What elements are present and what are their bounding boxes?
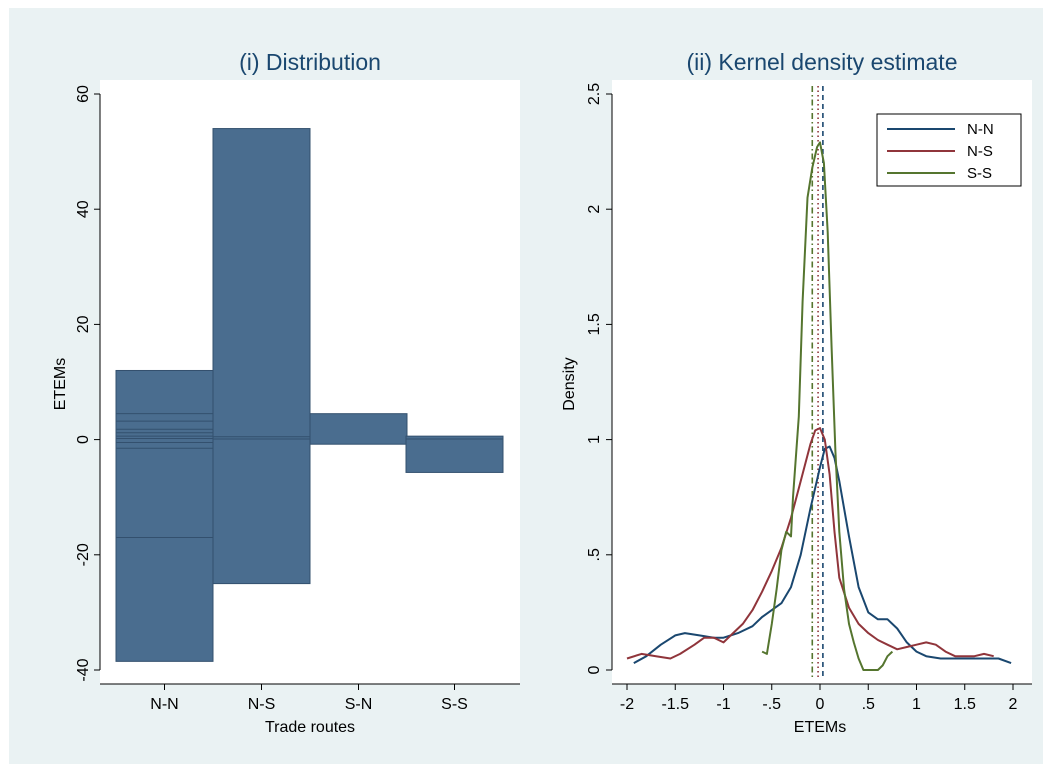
kernel-density-axes: 0 .5 1 1.5 2 2.5 -2 -1.5 -1 -.5 0 .5 1 1.5 2 xyxy=(586,83,1032,713)
kernel-density-lines xyxy=(626,86,1012,678)
y-tick-label: 1.5 xyxy=(586,313,603,335)
legend-label-n-s: N-S xyxy=(967,143,993,160)
distribution-title: (i) Distribution xyxy=(239,49,381,75)
y-tick-label: 40 xyxy=(75,200,92,218)
range-bar-n-n xyxy=(115,369,214,662)
y-tick-label: -20 xyxy=(75,543,92,566)
distribution-axes: -40 -20 0 20 40 60 N-N N-S S-N S-S xyxy=(75,85,520,713)
range-bar-n-s xyxy=(212,128,311,585)
y-tick-label: -40 xyxy=(75,658,92,681)
y-tick-label: 60 xyxy=(75,85,92,103)
y-tick-label: 0 xyxy=(586,665,603,674)
x-tick-label: .5 xyxy=(862,696,875,713)
x-tick-label: 2 xyxy=(1009,696,1018,713)
x-tick-label: S-S xyxy=(441,696,468,713)
kernel-density-legend: N-N N-S S-S xyxy=(876,113,1022,187)
y-tick-label: 0 xyxy=(75,435,92,444)
y-tick-label: 2 xyxy=(586,205,603,214)
x-tick-label: -2 xyxy=(620,696,634,713)
range-bar-s-s xyxy=(405,435,504,473)
x-tick-label: -1 xyxy=(716,696,730,713)
y-tick-label: 20 xyxy=(75,315,92,333)
distribution-bars xyxy=(115,128,504,662)
kernel-density-y-axis-label: Density xyxy=(561,357,578,410)
kernel-density-title: (ii) Kernel density estimate xyxy=(687,49,958,75)
x-tick-label: -1.5 xyxy=(661,696,689,713)
distribution-panel: (i) Distribution -40 -20 0 20 40 60 N-N N-S S-N S… xyxy=(52,49,520,736)
kernel-density-x-axis-label: ETEMs xyxy=(794,719,846,736)
x-tick-label: N-S xyxy=(248,696,276,713)
y-tick-label: 2.5 xyxy=(586,83,603,105)
x-tick-label: 0 xyxy=(816,696,825,713)
density-line-n-s xyxy=(626,427,994,660)
legend-label-s-s: S-S xyxy=(967,165,992,182)
x-tick-label: N-N xyxy=(150,696,178,713)
x-tick-label: 1.5 xyxy=(954,696,976,713)
kernel-density-panel: (ii) Kernel density estimate 0.511.522.5… xyxy=(561,49,1032,736)
range-bar-s-n xyxy=(309,413,408,445)
x-tick-label: S-N xyxy=(345,696,373,713)
density-line-s-s xyxy=(761,141,894,671)
distribution-x-axis-label: Trade routes xyxy=(265,719,355,736)
legend-label-n-n: N-N xyxy=(967,121,994,138)
x-tick-label: 1 xyxy=(912,696,921,713)
x-tick-label: -.5 xyxy=(762,696,781,713)
y-tick-label: 1 xyxy=(586,435,603,444)
distribution-y-axis-label: ETEMs xyxy=(52,358,69,410)
y-tick-label: .5 xyxy=(586,548,603,561)
